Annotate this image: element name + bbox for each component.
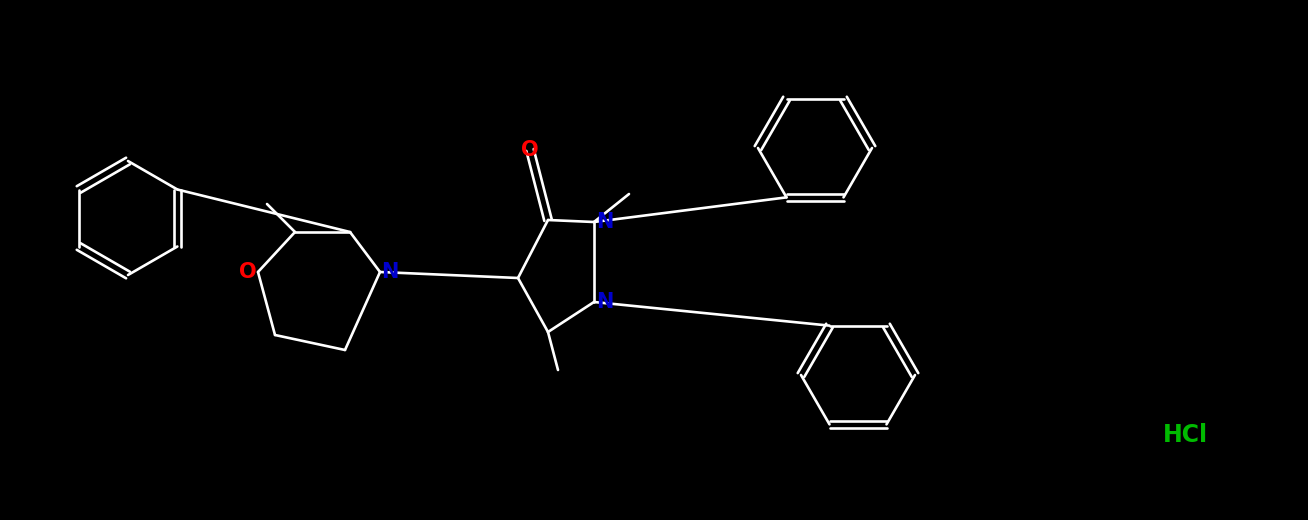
Text: O: O: [521, 140, 539, 160]
Text: O: O: [239, 262, 256, 282]
Text: N: N: [596, 292, 613, 312]
Text: HCl: HCl: [1163, 423, 1207, 447]
Text: N: N: [382, 262, 399, 282]
Text: N: N: [596, 212, 613, 232]
